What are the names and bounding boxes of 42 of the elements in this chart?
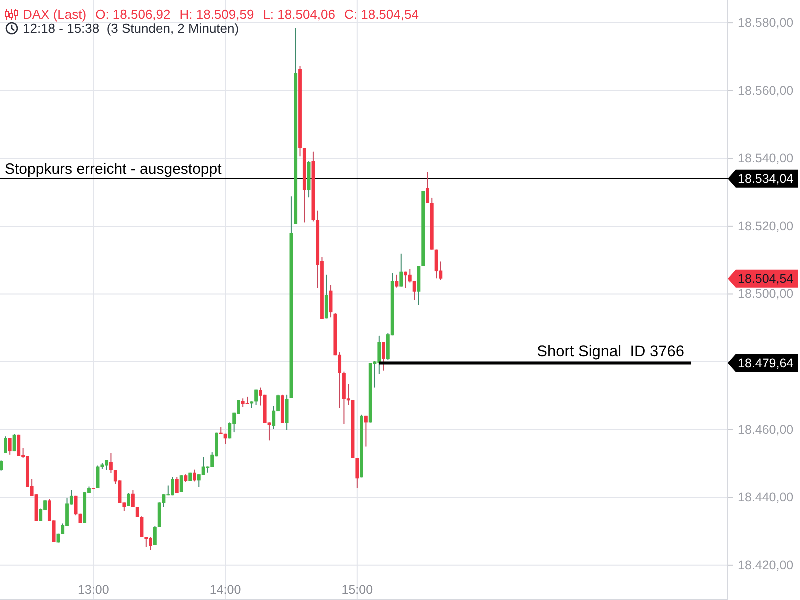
annotation: L: 18.504,06 bbox=[263, 7, 336, 22]
y-tick-label: 18.500,00 bbox=[738, 287, 794, 302]
annotation: O: 18.506,92 bbox=[96, 7, 171, 22]
annotation: C: 18.504,54 bbox=[344, 7, 419, 22]
y-tick-label: 18.479,64 bbox=[738, 356, 794, 370]
candlestick bbox=[378, 335, 382, 375]
y-tick-label: 18.440,00 bbox=[738, 490, 794, 505]
candlestick bbox=[136, 506, 140, 518]
y-tick-label: 18.540,00 bbox=[738, 152, 794, 166]
candlestick bbox=[127, 492, 131, 507]
series-label: Short Signal ID 3766 bbox=[537, 343, 685, 360]
candlestick bbox=[180, 475, 184, 493]
ref-line-label: Stoppkurs erreicht - ausgestoppt bbox=[5, 160, 223, 178]
y-tick-label: 18.520,00 bbox=[738, 219, 794, 234]
candlestick bbox=[8, 438, 12, 456]
candlestick bbox=[4, 436, 8, 454]
candlestick bbox=[0, 460, 4, 472]
y-tick-label: 18.460,00 bbox=[738, 422, 794, 437]
x-tick-label: 15:00 bbox=[342, 583, 374, 597]
candlestick bbox=[132, 490, 135, 508]
y-tick-label: 18.504,54 bbox=[738, 272, 794, 286]
y-tick-label: 18.580,00 bbox=[738, 16, 794, 30]
candlestick bbox=[17, 434, 21, 457]
candlestick bbox=[382, 342, 386, 372]
y-tick-label: 18.560,00 bbox=[738, 84, 794, 98]
candlestick bbox=[193, 469, 196, 482]
candlestick bbox=[400, 253, 404, 288]
text: 12:18 - 15:38 (3 Stunden, 2 Minuten) bbox=[23, 21, 240, 36]
candlestick bbox=[356, 458, 360, 489]
candlestick bbox=[110, 452, 113, 474]
candlestick bbox=[324, 274, 328, 320]
annotation: H: 18.509,59 bbox=[180, 7, 254, 22]
text: DAX (Last) bbox=[23, 7, 87, 22]
candlestick bbox=[254, 389, 258, 406]
x-tick-label: 14:00 bbox=[210, 583, 242, 597]
candlestick bbox=[153, 526, 157, 546]
y-tick-label: 18.420,00 bbox=[738, 558, 794, 572]
candlestick bbox=[364, 415, 368, 448]
y-tick-label: 18.534,04 bbox=[738, 172, 794, 186]
candlestick bbox=[395, 274, 399, 288]
candlestick bbox=[175, 476, 179, 494]
x-tick-label: 13:00 bbox=[78, 583, 110, 597]
